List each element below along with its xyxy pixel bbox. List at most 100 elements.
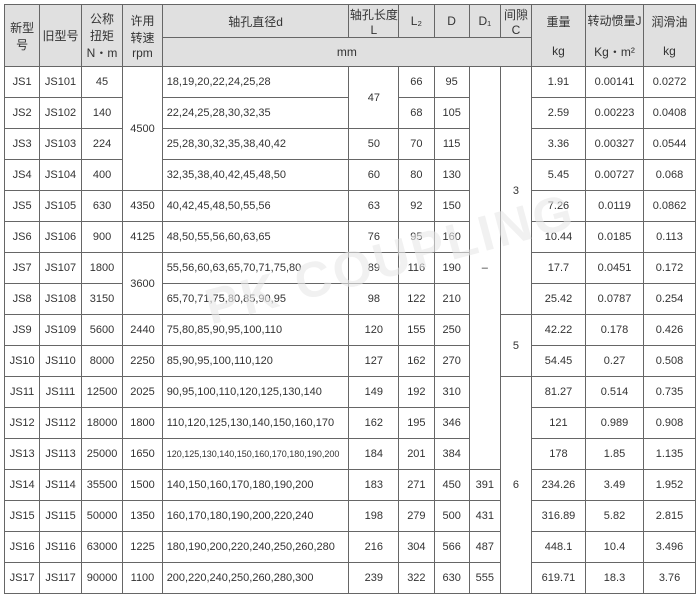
table-cell: 0.989 (585, 408, 643, 439)
table-cell: 105 (434, 98, 469, 129)
table-cell: 115 (434, 129, 469, 160)
table-cell: 63000 (81, 532, 123, 563)
col-speed: 许用 转速 rpm (123, 5, 162, 67)
table-cell: 35500 (81, 470, 123, 501)
table-cell: JS3 (5, 129, 40, 160)
table-cell: JS4 (5, 160, 40, 191)
table-cell: 3150 (81, 284, 123, 315)
table-cell: 2.815 (644, 501, 696, 532)
table-cell: 17.7 (532, 253, 586, 284)
table-cell: 95 (434, 67, 469, 98)
table-cell: 3.36 (532, 129, 586, 160)
table-cell: 0.27 (585, 346, 643, 377)
col-L2: L₂ (399, 5, 434, 38)
table-cell: 1800 (123, 408, 162, 439)
table-cell: JS101 (40, 67, 82, 98)
table-row: JS14JS114355001500140,150,160,170,180,19… (5, 470, 696, 501)
table-cell: JS117 (40, 563, 82, 594)
table-cell: 116 (399, 253, 434, 284)
table-cell: 0.735 (644, 377, 696, 408)
table-cell: JS6 (5, 222, 40, 253)
table-cell: 160,170,180,190,200,220,240 (162, 501, 349, 532)
table-cell: 346 (434, 408, 469, 439)
table-cell: 85,90,95,100,110,120 (162, 346, 349, 377)
table-cell: 45 (81, 67, 123, 98)
table-cell: 487 (469, 532, 500, 563)
table-row: JS6JS106900412548,50,55,56,60,63,6576951… (5, 222, 696, 253)
table-cell: 178 (532, 439, 586, 470)
table-cell: 0.514 (585, 377, 643, 408)
table-cell: JS9 (5, 315, 40, 346)
table-cell: 25.42 (532, 284, 586, 315)
table-cell: 0.0544 (644, 129, 696, 160)
table-cell: 0.00141 (585, 67, 643, 98)
torque-l1: 公称 (90, 12, 114, 26)
table-cell: 0.0451 (585, 253, 643, 284)
table-cell: 0.0185 (585, 222, 643, 253)
table-cell: 0.508 (644, 346, 696, 377)
table-cell: 120 (349, 315, 399, 346)
table-cell: 12500 (81, 377, 123, 408)
table-cell: 270 (434, 346, 469, 377)
table-cell: 90000 (81, 563, 123, 594)
table-cell: 47 (349, 67, 399, 129)
table-cell: 2.59 (532, 98, 586, 129)
table-cell: 25,28,30,32,35,38,40,42 (162, 129, 349, 160)
table-cell: 200,220,240,250,260,280,300 (162, 563, 349, 594)
gap-l2: C (512, 23, 521, 37)
table-row: JS16JS116630001225180,190,200,220,240,25… (5, 532, 696, 563)
table-cell: 630 (81, 191, 123, 222)
col-D: D (434, 5, 469, 38)
table-cell: 10.4 (585, 532, 643, 563)
table-row: JS5JS105630435040,42,45,48,50,55,5663921… (5, 191, 696, 222)
col-inertia: 转动惯量J Kg・m² (585, 5, 643, 67)
table-cell: 3600 (123, 253, 162, 315)
table-cell: JS13 (5, 439, 40, 470)
table-cell: 60 (349, 160, 399, 191)
speed-l3: rpm (132, 46, 153, 60)
table-cell: 0.00727 (585, 160, 643, 191)
table-cell: 66 (399, 67, 434, 98)
table-cell: 271 (399, 470, 434, 501)
inertia-l1: 转动惯量J (587, 14, 641, 28)
table-cell: 18000 (81, 408, 123, 439)
table-cell: 224 (81, 129, 123, 160)
table-cell: 0.908 (644, 408, 696, 439)
table-cell: 630 (434, 563, 469, 594)
table-cell: 32,35,38,40,42,45,48,50 (162, 160, 349, 191)
col-mm-unit: mm (162, 38, 531, 67)
table-cell: JS105 (40, 191, 82, 222)
table-cell: 5600 (81, 315, 123, 346)
table-cell: 0.0787 (585, 284, 643, 315)
col-torque: 公称 扭矩 N・m (81, 5, 123, 67)
oil-unit: kg (663, 44, 676, 58)
table-cell: 40,42,45,48,50,55,56 (162, 191, 349, 222)
table-cell: 48,50,55,56,60,63,65 (162, 222, 349, 253)
table-cell: 183 (349, 470, 399, 501)
table-cell: 4125 (123, 222, 162, 253)
coupling-spec-table: 新型号 旧型号 公称 扭矩 N・m 许用 转速 rpm 轴孔直径d 轴孔长度L … (4, 4, 696, 594)
table-cell: 450 (434, 470, 469, 501)
table-cell: 92 (399, 191, 434, 222)
table-cell: 76 (349, 222, 399, 253)
table-cell: 130 (434, 160, 469, 191)
table-cell: 3.49 (585, 470, 643, 501)
table-cell: 619.71 (532, 563, 586, 594)
table-cell: 42.22 (532, 315, 586, 346)
table-cell: JS7 (5, 253, 40, 284)
col-old-model: 旧型号 (40, 5, 82, 67)
col-D1: D₁ (469, 5, 500, 38)
table-row: JS11JS11112500202590,95,100,110,120,125,… (5, 377, 696, 408)
table-row: JS1JS10145450018,19,20,22,24,25,28476695… (5, 67, 696, 98)
table-cell: 120,125,130,140,150,160,170,180,190,200 (162, 439, 349, 470)
col-gap: 间隙 C (500, 5, 531, 38)
table-cell: 1100 (123, 563, 162, 594)
table-cell: 65,70,71,75,80,85,90,95 (162, 284, 349, 315)
table-cell: 68 (399, 98, 434, 129)
table-cell: 0.113 (644, 222, 696, 253)
table-cell: 195 (399, 408, 434, 439)
table-cell: 162 (349, 408, 399, 439)
table-cell: JS115 (40, 501, 82, 532)
table-cell: 7.26 (532, 191, 586, 222)
table-cell: 55,56,60,63,65,70,71,75,80 (162, 253, 349, 284)
